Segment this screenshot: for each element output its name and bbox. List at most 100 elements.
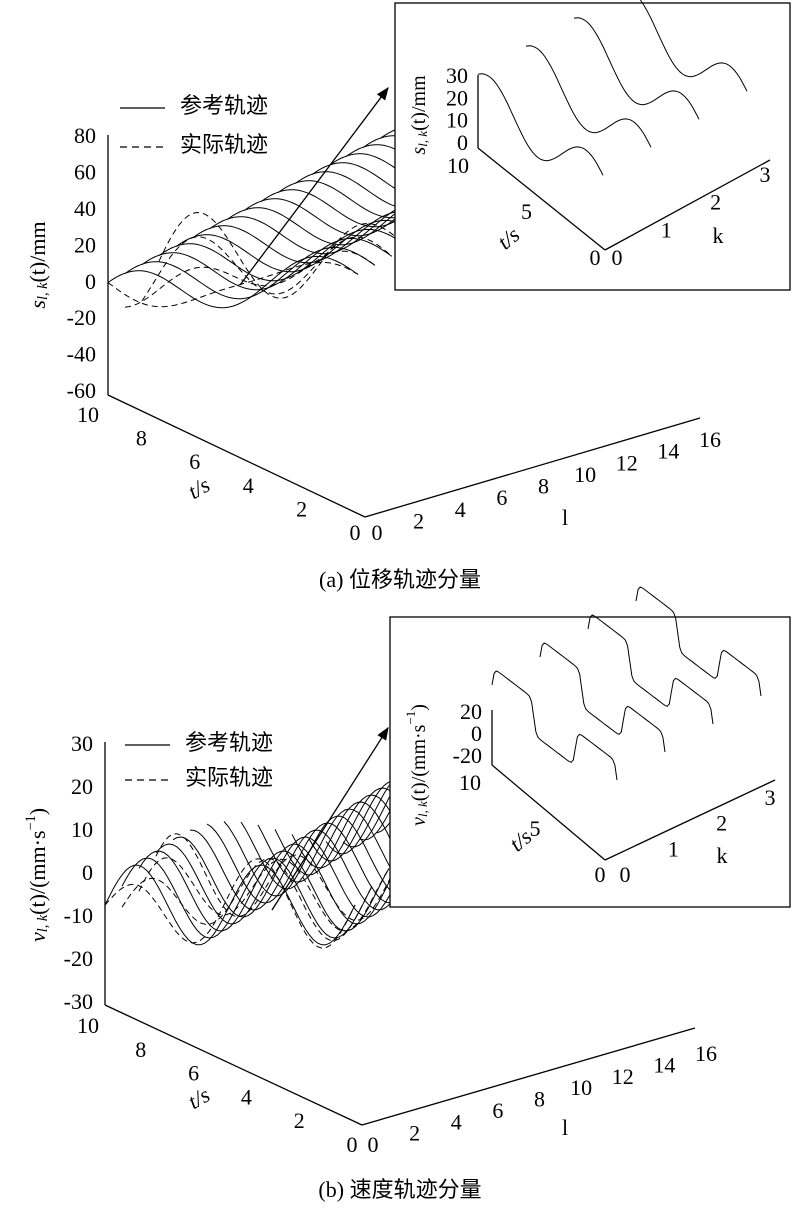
- actual-curve: [141, 236, 393, 302]
- label-part: ): [408, 704, 430, 711]
- legend-label: 实际轨迹: [180, 132, 268, 157]
- l-axis-label: l: [562, 505, 568, 530]
- inset-t-axis: [491, 764, 606, 861]
- z-tick-label: 10: [71, 817, 93, 842]
- l-tick-label: 6: [496, 485, 507, 510]
- z-tick-label: -60: [67, 378, 96, 403]
- reference-curve: [587, 614, 714, 725]
- inset-z-tick-label: 20: [446, 85, 468, 110]
- zoom-arrow: [271, 726, 389, 911]
- z-tick-label: 20: [71, 774, 93, 799]
- inset-t-tick-label: 10: [447, 153, 469, 178]
- inset-t-tick-label: 10: [459, 770, 481, 795]
- label-part: (t)/mm: [25, 221, 50, 282]
- reference-curve: [107, 255, 359, 309]
- l-axis: [364, 417, 701, 518]
- l-tick-label: 8: [534, 1087, 545, 1112]
- actual-curve: [138, 857, 390, 932]
- inset-k-tick-label: 1: [661, 217, 672, 242]
- t-tick-label: 6: [189, 449, 200, 474]
- actual-curve: [121, 858, 373, 942]
- t-axis: [104, 1004, 363, 1126]
- t-tick-label: 4: [243, 473, 254, 498]
- l-tick-label: 2: [413, 508, 424, 533]
- l-axis: [361, 1027, 696, 1126]
- inset-z-tick-label: 10: [446, 108, 468, 133]
- l-tick-label: 12: [616, 450, 638, 475]
- z-tick-label: -20: [67, 305, 96, 330]
- l-axis-label: l: [562, 1115, 568, 1140]
- caption: (a) 位移轨迹分量: [319, 567, 481, 592]
- label-part: ): [25, 808, 50, 815]
- label-part: v: [408, 817, 430, 826]
- l-tick-label: 8: [538, 474, 549, 499]
- reference-curve: [639, 0, 748, 92]
- label-part: l, k: [35, 282, 51, 300]
- actual-curve: [124, 250, 376, 308]
- inset-t-tick-label: 5: [530, 816, 541, 841]
- inset-frame: [394, 2, 791, 291]
- l-tick-label: 6: [492, 1098, 503, 1123]
- t-tick-label: 2: [296, 496, 307, 521]
- inset-t-tick-label: 0: [595, 862, 606, 887]
- reference-curve: [525, 45, 652, 148]
- t-axis: [107, 394, 366, 518]
- label-part: l, k: [35, 914, 51, 932]
- reference-curve: [158, 228, 410, 282]
- t-tick-label: 8: [136, 426, 147, 451]
- inset-k-tick-label: 2: [716, 811, 727, 836]
- reference-curve: [539, 642, 666, 753]
- inset-t-tick-label: 0: [590, 245, 601, 270]
- inset-z-tick-label: -20: [453, 743, 482, 768]
- inset-k-label: k: [717, 843, 728, 868]
- label-part: s: [25, 300, 50, 309]
- inset-k-axis: [604, 779, 776, 861]
- t-axis-label: t/s: [184, 1082, 215, 1114]
- reference-curve: [104, 864, 356, 946]
- l-tick-label: 10: [574, 462, 596, 487]
- label-part: (t)/mm: [408, 75, 430, 131]
- t-tick-label: 0: [350, 520, 361, 545]
- l-tick-label: 0: [368, 1132, 379, 1157]
- t-tick-label: 2: [294, 1108, 305, 1133]
- inset-k-tick-label: 3: [760, 162, 771, 187]
- t-tick-label: 8: [135, 1037, 146, 1062]
- inset-frame: [389, 616, 791, 908]
- reference-curve: [124, 246, 376, 300]
- t-tick-label: 6: [188, 1061, 199, 1086]
- inset-z-tick-label: 0: [471, 721, 482, 746]
- label-part: l, k: [415, 131, 430, 147]
- reference-curve: [172, 836, 424, 918]
- z-axis-label: vl, k(t)/(mm·s−1): [23, 808, 51, 942]
- z-tick-label: 20: [74, 232, 96, 257]
- l-tick-label: 4: [451, 1109, 462, 1134]
- inset-k-axis: [604, 159, 771, 251]
- z-tick-label: -40: [67, 342, 96, 367]
- label-part: (t)/(mm·s: [408, 724, 430, 801]
- inset-k-tick-label: 1: [668, 836, 679, 861]
- inset-k-tick-label: 3: [765, 785, 776, 810]
- reference-curve: [155, 843, 407, 925]
- reference-curve: [175, 219, 427, 273]
- l-tick-label: 16: [699, 427, 721, 452]
- label-part: l, k: [415, 801, 430, 817]
- z-tick-label: 0: [85, 269, 96, 294]
- t-tick-label: 0: [347, 1132, 358, 1157]
- inset-k-tick-label: 2: [710, 190, 721, 215]
- reference-curve: [141, 237, 393, 291]
- l-tick-label: 10: [570, 1075, 592, 1100]
- reference-curve: [635, 586, 762, 697]
- l-tick-label: 12: [612, 1064, 634, 1089]
- l-tick-label: 0: [372, 520, 383, 545]
- inset-k-tick-label: 0: [620, 862, 631, 887]
- l-tick-label: 16: [695, 1041, 717, 1066]
- label-part: −1: [23, 815, 39, 830]
- z-tick-label: -20: [64, 946, 93, 971]
- z-tick-label: 0: [82, 860, 93, 885]
- legend-bg: [121, 727, 311, 798]
- inset-k-label: k: [713, 223, 724, 248]
- legend-label: 参考轨迹: [180, 93, 268, 118]
- actual-curve: [158, 211, 410, 299]
- actual-curve: [107, 261, 359, 308]
